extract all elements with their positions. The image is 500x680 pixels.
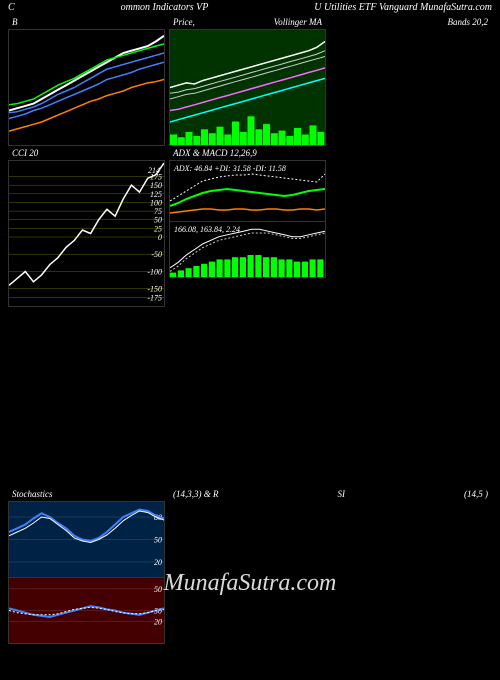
stoch-label-row: (14,3,3) & R SI (14,5 ) [169, 487, 492, 501]
panel-stoch-labels: (14,3,3) & R SI (14,5 ) [169, 487, 492, 644]
stoch-t2: (14,3,3) & R [173, 489, 219, 499]
cci-chart: 1751501251007550250-50-100-150-175214 [8, 160, 165, 307]
bb-chart [8, 29, 165, 146]
svg-text:166.08, 163.84, 2.24: 166.08, 163.84, 2.24 [174, 225, 240, 234]
price-title-left: Price, [173, 17, 195, 27]
panel-adx-macd: ADX & MACD 12,26,9 ADX: 46.84 +DI: 31.58… [169, 146, 326, 307]
svg-text:50: 50 [154, 585, 162, 594]
panel-price: Price, Vollinger MA [169, 15, 326, 146]
stoch-t1: Stochastics [12, 489, 53, 499]
price-title: Price, Vollinger MA [169, 15, 326, 29]
panel-stoch: Stochastics 805020 503020 [8, 487, 165, 644]
svg-text:20: 20 [154, 617, 162, 626]
adx-chart: ADX: 46.84 +DI: 31.58 -DI: 11.58 [169, 160, 326, 222]
price-title-mid: Vollinger MA [274, 17, 322, 27]
macd-chart: 166.08, 163.84, 2.24 [169, 222, 326, 278]
page-header: C ommon Indicators VP U Utilities ETF Va… [0, 0, 500, 15]
stoch-chart: 805020 [8, 501, 165, 578]
svg-text:100: 100 [150, 198, 162, 207]
stoch-t3: SI [338, 489, 346, 499]
header-center: ommon Indicators VP [121, 2, 209, 13]
stoch-title: Stochastics [8, 487, 165, 501]
panel-bands-label: Bands 20,2 [330, 15, 492, 146]
adx-title: ADX & MACD 12,26,9 [169, 146, 326, 160]
header-right: U Utilities ETF Vanguard MunafaSutra.com [314, 2, 492, 13]
svg-text:ADX: 46.84 +DI: 31.58 -DI: 1: ADX: 46.84 +DI: 31.58 -DI: 11.58 [173, 164, 286, 173]
panel-bb: B [8, 15, 165, 146]
svg-text:-175: -175 [147, 293, 162, 302]
svg-text:0: 0 [158, 233, 162, 242]
svg-text:20: 20 [154, 558, 162, 567]
rsi-chart: 503020 [8, 578, 165, 644]
price-chart [169, 29, 326, 146]
svg-text:-50: -50 [151, 250, 162, 259]
stoch-t4: (14,5 ) [464, 489, 488, 499]
svg-text:-100: -100 [147, 268, 162, 277]
svg-text:-150: -150 [147, 285, 162, 294]
cci-title-text: CCI 20 [12, 148, 38, 158]
panel-cci: CCI 20 1751501251007550250-50-100-150-17… [8, 146, 165, 307]
bands-title: Bands 20,2 [330, 15, 492, 29]
svg-text:50: 50 [154, 536, 162, 545]
svg-text:25: 25 [154, 224, 162, 233]
header-left: C [8, 2, 15, 13]
cci-title: CCI 20 [8, 146, 165, 160]
bb-title: B [8, 15, 165, 29]
